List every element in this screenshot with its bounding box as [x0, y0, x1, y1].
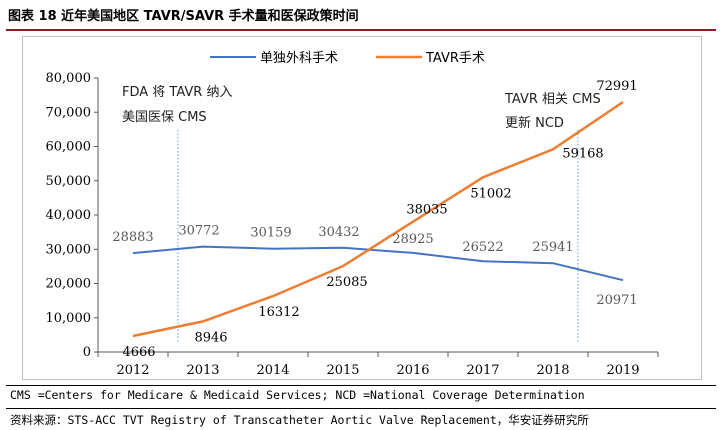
x-tick-label: 2019 [606, 363, 639, 378]
annotation-ncd-line2: 更新 NCD [505, 116, 564, 131]
tavr-data-label: 16312 [258, 305, 299, 320]
plot-frame [22, 36, 702, 380]
savr-data-label: 28883 [112, 230, 153, 245]
tavr-data-label: 4666 [122, 345, 155, 360]
y-tick-label: 70,000 [46, 105, 92, 120]
x-tick-label: 2017 [466, 363, 499, 378]
savr-series-line [132, 245, 624, 282]
annotation-ncd-line1: TAVR 相关 CMS [505, 92, 601, 107]
y-tick-label: 40,000 [46, 208, 92, 223]
title-rule [6, 29, 716, 31]
savr-data-label: 20971 [596, 293, 637, 308]
x-tick-label: 2016 [396, 363, 429, 378]
savr-data-label: 30432 [318, 225, 359, 240]
y-tick-label: 60,000 [46, 140, 92, 155]
figure-title: 图表 18 近年美国地区 TAVR/SAVR 手术量和医保政策时间 [8, 9, 359, 24]
annotation-fda-line1: FDA 将 TAVR 纳入 [122, 85, 233, 100]
footnote: CMS =Centers for Medicare & Medicaid Ser… [10, 388, 585, 402]
savr-data-label: 30772 [178, 224, 219, 239]
tavr-data-label: 51002 [470, 186, 511, 201]
tavr-data-label: 59168 [562, 146, 603, 161]
y-tick-label: 10,000 [46, 311, 92, 326]
tavr-series-line [132, 100, 624, 338]
legend-tavr-label: TAVR手术 [425, 51, 485, 66]
annotation-fda-line2: 美国医保 CMS [122, 110, 207, 125]
savr-data-label: 25941 [532, 240, 573, 255]
y-tick-label: 30,000 [46, 242, 92, 257]
source-rule [6, 408, 716, 409]
y-tick-label: 80,000 [46, 71, 92, 86]
source-text: 资料来源：STS-ACC TVT Registry of Transcathet… [10, 413, 589, 427]
tavr-data-label: 72991 [596, 79, 637, 94]
savr-data-label: 30159 [250, 226, 291, 241]
savr-data-label: 28925 [392, 232, 433, 247]
tavr-data-label: 25085 [326, 275, 367, 290]
tavr-data-label: 38035 [406, 203, 447, 218]
x-tick-label: 2018 [536, 363, 569, 378]
y-tick-label: 50,000 [46, 174, 92, 189]
y-tick-label: 20,000 [46, 277, 92, 292]
savr-data-label: 26522 [462, 240, 503, 255]
legend-savr-label: 单独外科手术 [260, 51, 338, 66]
x-tick-label: 2012 [116, 363, 149, 378]
x-tick-label: 2014 [256, 363, 289, 378]
x-tick-label: 2015 [326, 363, 359, 378]
note-rule [6, 385, 716, 386]
y-tick-label: 0 [83, 345, 91, 360]
x-tick-label: 2013 [186, 363, 219, 378]
tavr-data-label: 8946 [194, 330, 227, 345]
